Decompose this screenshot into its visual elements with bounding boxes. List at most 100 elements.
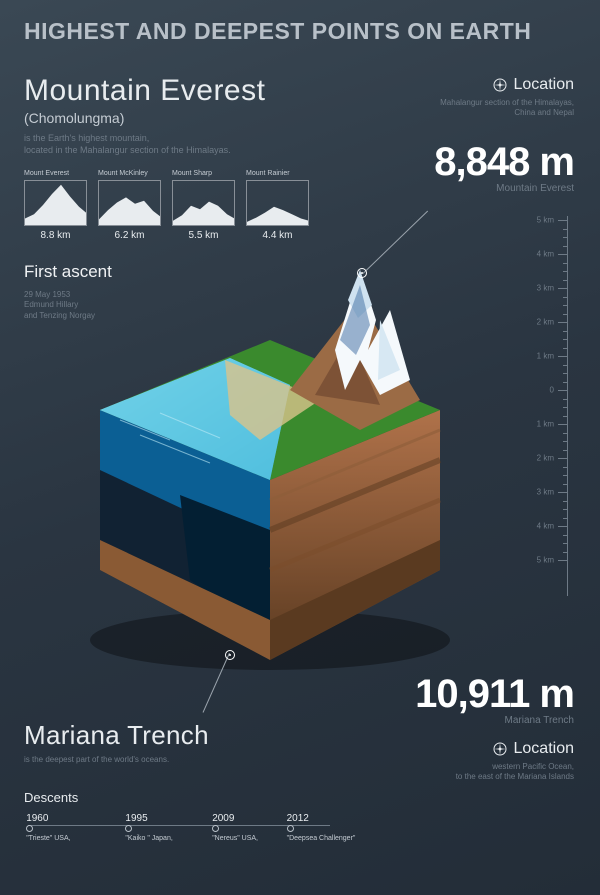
scale-label: 4 km — [537, 250, 554, 259]
scale-label: 1 km — [537, 420, 554, 429]
metric-value: 10,911 m — [415, 672, 574, 717]
scale-tick — [558, 288, 568, 289]
mountain-silhouette-icon — [99, 181, 161, 226]
mini-chart-box — [246, 180, 309, 226]
mountain-silhouette-icon — [25, 181, 87, 226]
timeline-year: 2009 — [212, 813, 292, 824]
timeline-name: "Nereus" USA, — [212, 835, 292, 842]
mini-chart-name: Mount Rainier — [246, 170, 309, 177]
text: to the east of the Mariana Islands — [456, 772, 574, 782]
timeline-name: "Deepsea Challenger" — [287, 835, 367, 842]
scale-label: 1 km — [537, 352, 554, 361]
scale-tick-minor — [563, 441, 568, 442]
mini-chart-name: Mount Everest — [24, 170, 87, 177]
everest-description: is the Earth's highest mountain, located… — [24, 132, 265, 156]
scale-tick-minor — [563, 467, 568, 468]
timeline-dot-icon — [287, 825, 294, 832]
scale-tick — [558, 526, 568, 527]
timeline-year: 2012 — [287, 813, 367, 824]
scale-tick — [558, 492, 568, 493]
timeline-name: "Kaiko " Japan, — [125, 835, 205, 842]
scale-tick-minor — [563, 365, 568, 366]
timeline-dot-icon — [125, 825, 132, 832]
scale-tick-minor — [563, 501, 568, 502]
pointer-dot-icon — [357, 268, 367, 278]
location-label: Location — [514, 76, 575, 94]
height-scale: 5 km4 km3 km2 km1 km01 km2 km3 km4 km5 k… — [518, 216, 568, 596]
mariana-metric: 10,911 m Mariana Trench — [415, 672, 574, 726]
timeline-item: 1960 "Trieste" USA, — [26, 813, 106, 842]
scale-tick-minor — [563, 509, 568, 510]
metric-value: 8,848 m — [434, 140, 574, 185]
scale-tick-minor — [563, 373, 568, 374]
scale-tick-minor — [563, 433, 568, 434]
scale-tick — [558, 220, 568, 221]
scale-label: 2 km — [537, 454, 554, 463]
timeline-year: 1960 — [26, 813, 106, 824]
everest-subtitle: (Chomolungma) — [24, 110, 265, 126]
scale-tick-minor — [563, 314, 568, 315]
compass-icon — [492, 741, 508, 757]
mariana-description: is the deepest part of the world's ocean… — [24, 755, 209, 764]
timeline-name: "Trieste" USA, — [26, 835, 106, 842]
scale-tick-minor — [563, 407, 568, 408]
scale-tick-minor — [563, 263, 568, 264]
mountain-silhouette-icon — [247, 181, 309, 226]
scale-tick-minor — [563, 450, 568, 451]
mini-chart: Mount Rainier4.4 km — [246, 170, 309, 241]
timeline-item: 2012 "Deepsea Challenger" — [287, 813, 367, 842]
mini-chart: Mount McKinley6.2 km — [98, 170, 161, 241]
mountain-silhouette-icon — [173, 181, 235, 226]
scale-label: 4 km — [537, 522, 554, 531]
everest-section: Mountain Everest (Chomolungma) is the Ea… — [24, 74, 265, 156]
isometric-diagram — [60, 240, 480, 670]
page-title: HIGHEST AND DEEPEST POINTS ON EARTH — [24, 18, 531, 45]
timeline-dot-icon — [212, 825, 219, 832]
descents-section: Descents 1960 "Trieste" USA, 1995 "Kaiko… — [24, 790, 334, 847]
scale-tick-minor — [563, 237, 568, 238]
scale-tick — [558, 390, 568, 391]
text: is the Earth's highest mountain, — [24, 132, 265, 144]
scale-tick-minor — [563, 246, 568, 247]
scale-label: 3 km — [537, 284, 554, 293]
scale-tick-minor — [563, 348, 568, 349]
scale-tick-minor — [563, 339, 568, 340]
everest-title: Mountain Everest — [24, 74, 265, 108]
compass-icon — [492, 77, 508, 93]
location-label: Location — [514, 740, 575, 758]
scale-tick-minor — [563, 543, 568, 544]
scale-tick-minor — [563, 305, 568, 306]
scale-tick — [558, 322, 568, 323]
scale-label: 5 km — [537, 216, 554, 225]
everest-location: Location Mahalangur section of the Himal… — [440, 76, 574, 119]
mini-chart-box — [172, 180, 235, 226]
timeline-year: 1995 — [125, 813, 205, 824]
mariana-title: Mariana Trench — [24, 720, 209, 751]
comparison-charts: Mount Everest8.8 kmMount McKinley6.2 kmM… — [24, 170, 309, 241]
scale-axis — [567, 216, 568, 596]
timeline-item: 1995 "Kaiko " Japan, — [125, 813, 205, 842]
descents-timeline: 1960 "Trieste" USA, 1995 "Kaiko " Japan,… — [24, 813, 334, 847]
scale-tick-minor — [563, 331, 568, 332]
mariana-location: Location western Pacific Ocean, to the e… — [456, 740, 574, 783]
timeline-item: 2009 "Nereus" USA, — [212, 813, 292, 842]
scale-tick-minor — [563, 535, 568, 536]
scale-tick-minor — [563, 416, 568, 417]
scale-tick-minor — [563, 475, 568, 476]
scale-tick-minor — [563, 518, 568, 519]
scale-tick — [558, 424, 568, 425]
scale-tick — [558, 356, 568, 357]
mini-chart-box — [24, 180, 87, 226]
text: western Pacific Ocean, — [456, 762, 574, 772]
scale-tick — [558, 560, 568, 561]
scale-tick-minor — [563, 297, 568, 298]
text: located in the Mahalangur section of the… — [24, 144, 265, 156]
mini-chart-box — [98, 180, 161, 226]
mariana-section: Mariana Trench is the deepest part of th… — [24, 720, 209, 764]
descents-title: Descents — [24, 790, 334, 805]
timeline-dot-icon — [26, 825, 33, 832]
pointer-dot-icon — [225, 650, 235, 660]
mini-chart: Mount Sharp5.5 km — [172, 170, 235, 241]
scale-tick-minor — [563, 280, 568, 281]
scale-tick-minor — [563, 552, 568, 553]
